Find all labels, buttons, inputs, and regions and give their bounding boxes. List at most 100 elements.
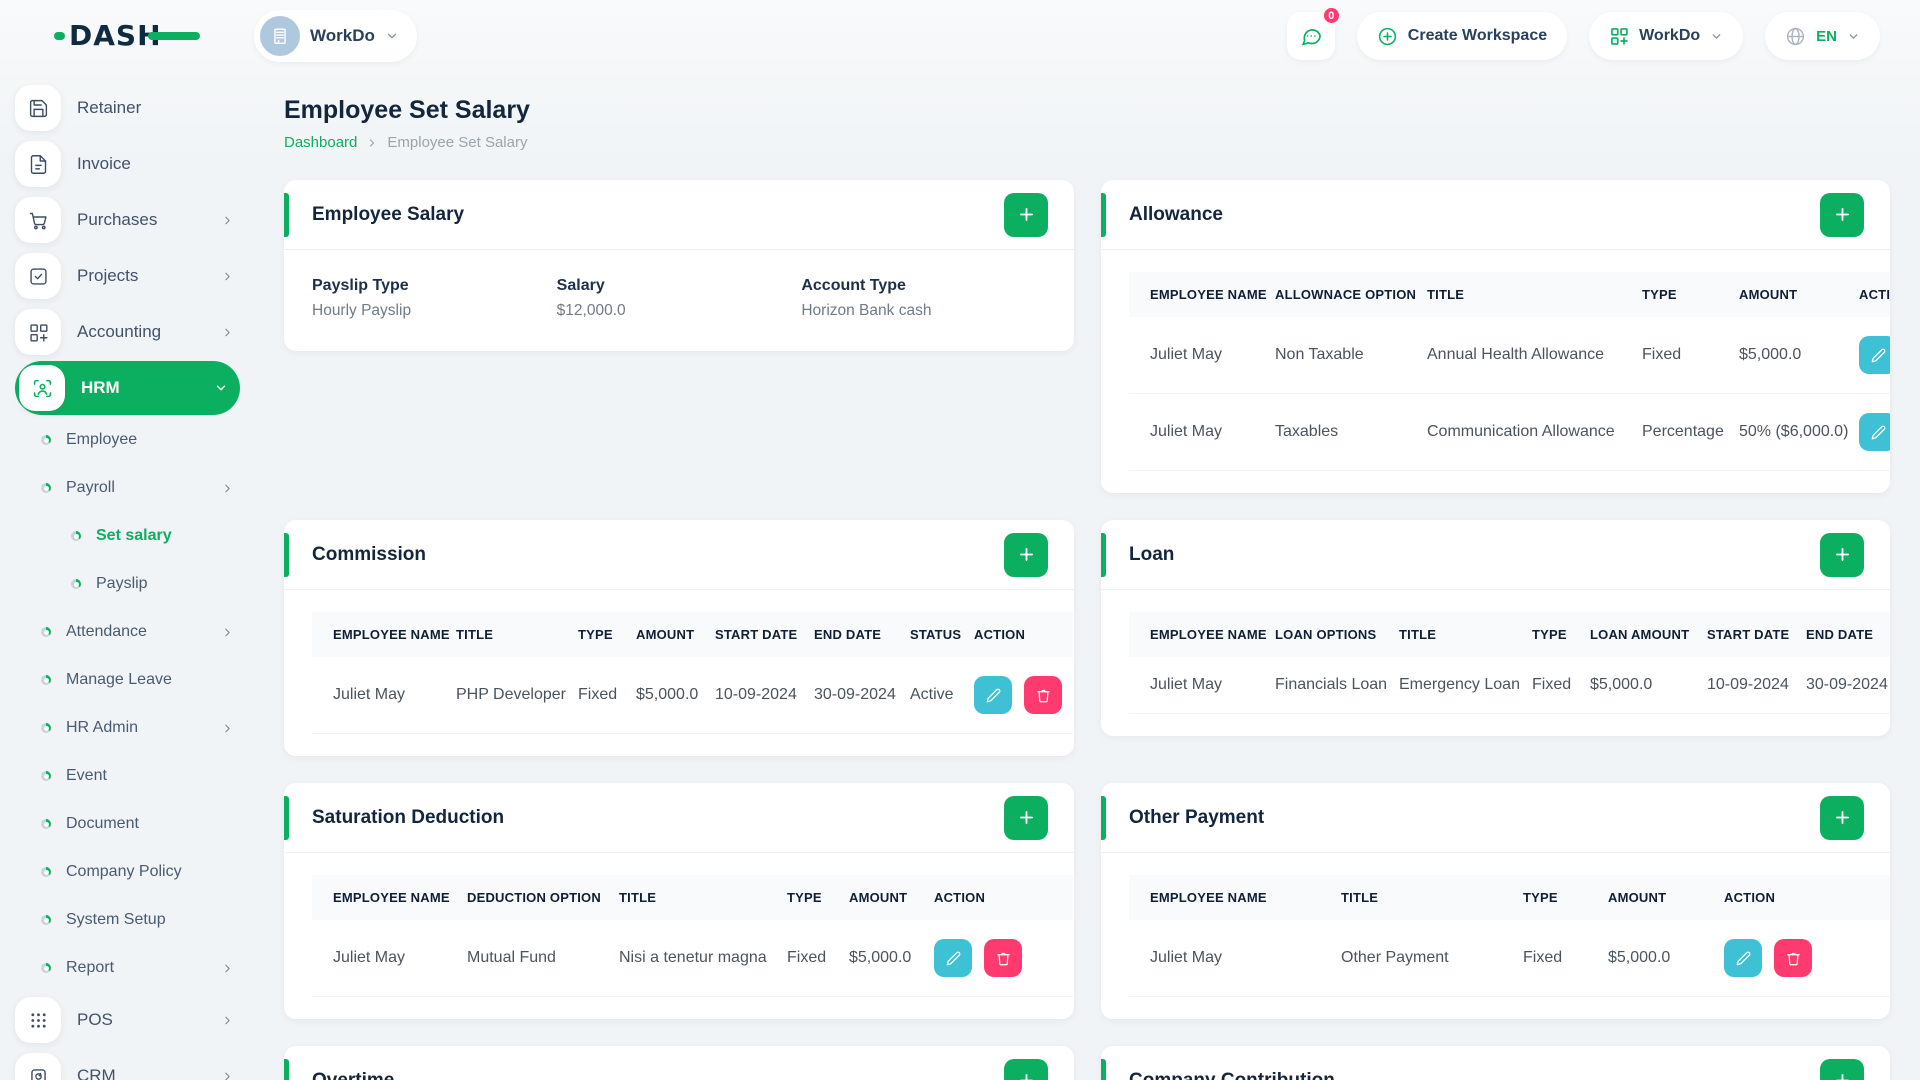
edit-button[interactable] [1724, 939, 1762, 977]
accent-bar [1101, 1059, 1106, 1080]
sidebar-item-system-setup[interactable]: System Setup [15, 896, 240, 944]
accent-bar [284, 533, 289, 577]
bullet-icon [41, 483, 51, 493]
column-header: TYPE [1532, 612, 1590, 657]
breadcrumb-dashboard-link[interactable]: Dashboard [284, 134, 358, 151]
sidebar-item-hrm[interactable]: HRM [15, 361, 240, 415]
sidebar-item-company-policy[interactable]: Company Policy [15, 848, 240, 896]
table-row: Juliet May Non Taxable Annual Health All… [1129, 317, 1890, 394]
add-overtime-button[interactable] [1004, 1058, 1048, 1080]
bullet-icon [41, 867, 51, 877]
page-title: Employee Set Salary [284, 96, 530, 124]
bullet-icon [41, 819, 51, 829]
crm-icon [15, 1053, 61, 1080]
column-header: AMOUNT [1739, 272, 1859, 317]
saturation-deduction-table: EMPLOYEE NAME DEDUCTION OPTION TITLE TYP… [312, 875, 1074, 997]
row-actions [1724, 920, 1890, 997]
bullet-icon [41, 771, 51, 781]
sidebar-item-pos[interactable]: POS [15, 992, 240, 1048]
sidebar-item-projects[interactable]: Projects [15, 248, 240, 304]
sidebar-item-invoice[interactable]: Invoice [15, 136, 240, 192]
sidebar-item-label: Accounting [77, 322, 162, 341]
column-header: ALLOWNACE OPTION [1275, 272, 1427, 317]
delete-button[interactable] [984, 939, 1023, 977]
column-header: END DATE [814, 612, 910, 657]
edit-button[interactable] [1859, 413, 1890, 451]
card-title: Employee Salary [312, 203, 465, 225]
field-value: Horizon Bank cash [801, 302, 932, 319]
add-loan-button[interactable] [1820, 532, 1864, 577]
sidebar-item-payslip[interactable]: Payslip [15, 560, 240, 608]
add-saturation-deduction-button[interactable] [1004, 795, 1048, 840]
row-actions [1859, 393, 1890, 471]
sidebar-item-crm[interactable]: CRM [15, 1048, 240, 1080]
cell: Juliet May [1129, 920, 1341, 997]
sidebar-item-attendance[interactable]: Attendance [15, 608, 240, 656]
logo[interactable]: DASH [0, 15, 254, 57]
table-row: Juliet May Taxables Communication Allowa… [1129, 393, 1890, 471]
table-header-row: EMPLOYEE NAME LOAN OPTIONS TITLE TYPE LO… [1129, 612, 1890, 657]
cell: 30-09-2024 [814, 657, 910, 734]
cell: Financials Loan [1275, 657, 1399, 714]
sidebar-item-report[interactable]: Report [15, 944, 240, 992]
add-employee-salary-button[interactable] [1004, 192, 1048, 237]
cell: Fixed [578, 657, 636, 734]
row-actions [974, 657, 1073, 734]
edit-button[interactable] [974, 676, 1012, 714]
plus-icon [1019, 1074, 1033, 1080]
delete-button[interactable] [1024, 676, 1063, 714]
add-company-contribution-button[interactable] [1820, 1058, 1864, 1080]
card-title: Saturation Deduction [312, 806, 505, 828]
accent-bar [1101, 796, 1106, 840]
column-header: STATUS [910, 612, 974, 657]
cell: Percentage [1642, 393, 1739, 471]
card-title: Commission [312, 543, 427, 565]
edit-button[interactable] [1859, 336, 1890, 374]
sidebar-item-payroll[interactable]: Payroll [15, 464, 240, 512]
field-value: Hourly Payslip [312, 302, 412, 319]
cart-icon [15, 197, 61, 243]
add-allowance-button[interactable] [1820, 192, 1864, 237]
cell: 50% ($6,000.0) [1739, 393, 1859, 471]
table-row: Juliet May Other Payment Fixed $5,000.0 [1129, 920, 1890, 997]
workspace-selector[interactable]: WorkDo [254, 10, 417, 62]
sidebar-item-accounting[interactable]: Accounting [15, 304, 240, 360]
plus-icon [1835, 1074, 1849, 1080]
delete-button[interactable] [1774, 939, 1813, 977]
add-commission-button[interactable] [1004, 532, 1048, 577]
cell: Active [910, 657, 974, 734]
breadcrumb: Dashboard Employee Set Salary [284, 134, 1890, 151]
workdo-apps-dropdown[interactable]: WorkDo [1589, 12, 1744, 60]
cell: Non Taxable [1275, 317, 1427, 394]
sidebar-item-purchases[interactable]: Purchases [15, 192, 240, 248]
main-content: Employee Set Salary Dashboard Employee S… [254, 72, 1920, 1080]
edit-button[interactable] [934, 939, 972, 977]
sidebar-item-document[interactable]: Document [15, 800, 240, 848]
sidebar-item-retainer[interactable]: Retainer [15, 80, 240, 136]
cell: Fixed [787, 920, 849, 997]
card-title: Other Payment [1129, 806, 1265, 828]
messages-button[interactable]: 0 [1286, 6, 1341, 60]
column-header: AMOUNT [636, 612, 715, 657]
sidebar-item-event[interactable]: Event [15, 752, 240, 800]
create-workspace-button[interactable]: Create Workspace [1356, 12, 1568, 60]
cell: Juliet May [312, 920, 467, 997]
chevron-right-icon [221, 326, 234, 339]
sidebar-item-employee[interactable]: Employee [15, 416, 240, 464]
table-row: Juliet May PHP Developer Fixed $5,000.0 … [312, 657, 1073, 734]
column-header: TITLE [1341, 875, 1523, 920]
column-header: LOAN OPTIONS [1275, 612, 1399, 657]
cell: 10-09-2024 [715, 657, 814, 734]
sidebar-item-set-salary[interactable]: Set salary [15, 512, 240, 560]
sidebar-item-hr-admin[interactable]: HR Admin [15, 704, 240, 752]
chevron-right-icon [221, 722, 234, 735]
add-other-payment-button[interactable] [1820, 795, 1864, 840]
column-header: EMPLOYEE NAME [1129, 272, 1275, 317]
language-dropdown[interactable]: EN [1765, 12, 1880, 60]
sidebar-item-manage-leave[interactable]: Manage Leave [15, 656, 240, 704]
pencil-icon [986, 688, 1000, 702]
employee-salary-fields: Payslip Type Hourly Payslip Salary $12,0… [284, 250, 1074, 351]
table-header-row: EMPLOYEE NAME TITLE TYPE AMOUNT ACTION [1129, 875, 1890, 920]
column-header: DEDUCTION OPTION [467, 875, 619, 920]
cell: $5,000.0 [636, 657, 715, 734]
